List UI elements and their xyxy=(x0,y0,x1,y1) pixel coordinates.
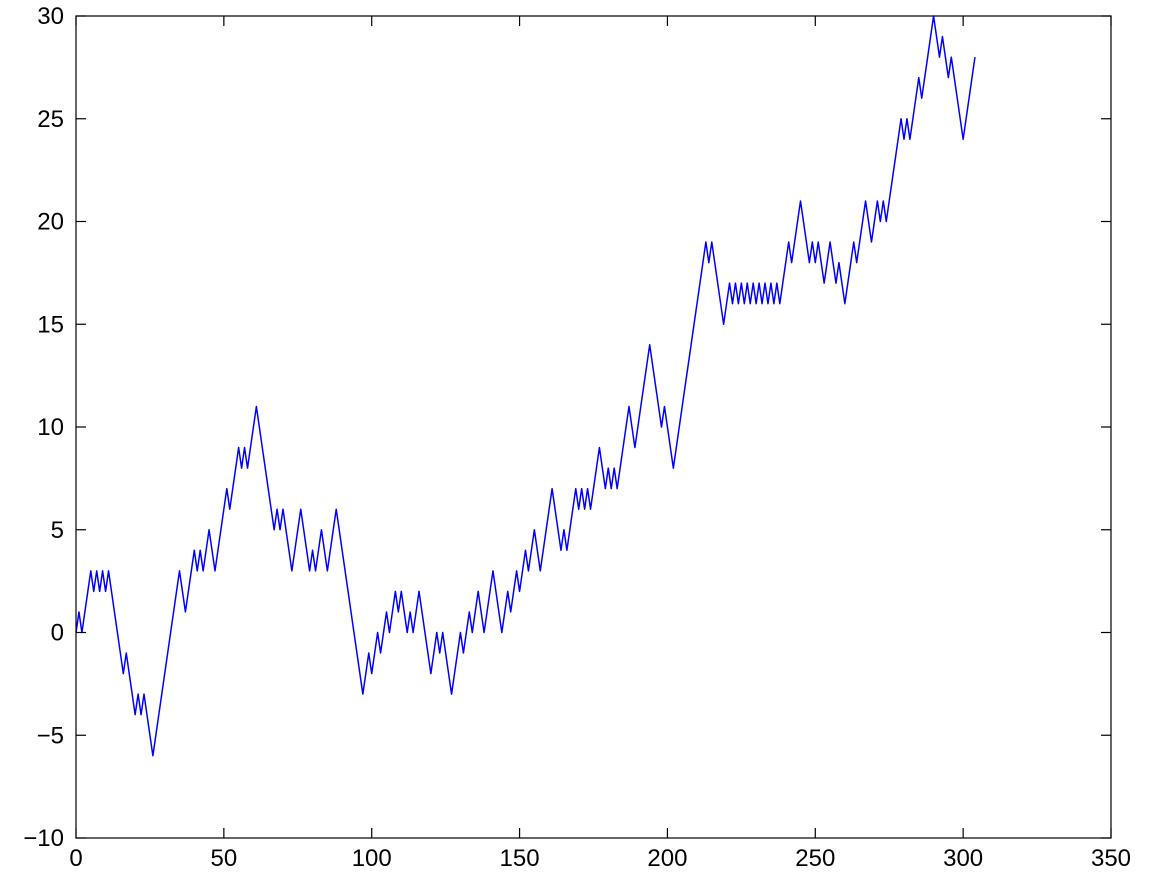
x-tick-label: 250 xyxy=(795,845,835,872)
y-tick-label: 10 xyxy=(37,414,64,441)
axes-frame xyxy=(75,15,1112,839)
y-tick-label: 15 xyxy=(37,311,64,338)
y-tick-label: −5 xyxy=(37,722,64,749)
y-tick-label: 0 xyxy=(51,620,64,647)
x-tick-label: 150 xyxy=(500,845,540,872)
y-tick-label: −10 xyxy=(23,825,64,852)
x-tick-label: 0 xyxy=(69,845,82,872)
y-tick-label: 30 xyxy=(37,3,64,30)
tick-labels: 0 50 100 150 200 250 300 350 −10 −5 0 5 10 15 20 25 30 xyxy=(23,3,1131,872)
x-tick-label: 300 xyxy=(943,845,983,872)
plot-area xyxy=(75,15,976,757)
y-tick-label: 5 xyxy=(51,517,64,544)
y-tick-label: 20 xyxy=(37,209,64,236)
y-tick-label: 25 xyxy=(37,106,64,133)
x-tick-label: 50 xyxy=(211,845,238,872)
x-tick-label: 100 xyxy=(352,845,392,872)
x-tick-label: 200 xyxy=(647,845,687,872)
x-tick-label: 350 xyxy=(1091,845,1131,872)
random-walk-series-line xyxy=(75,15,976,757)
